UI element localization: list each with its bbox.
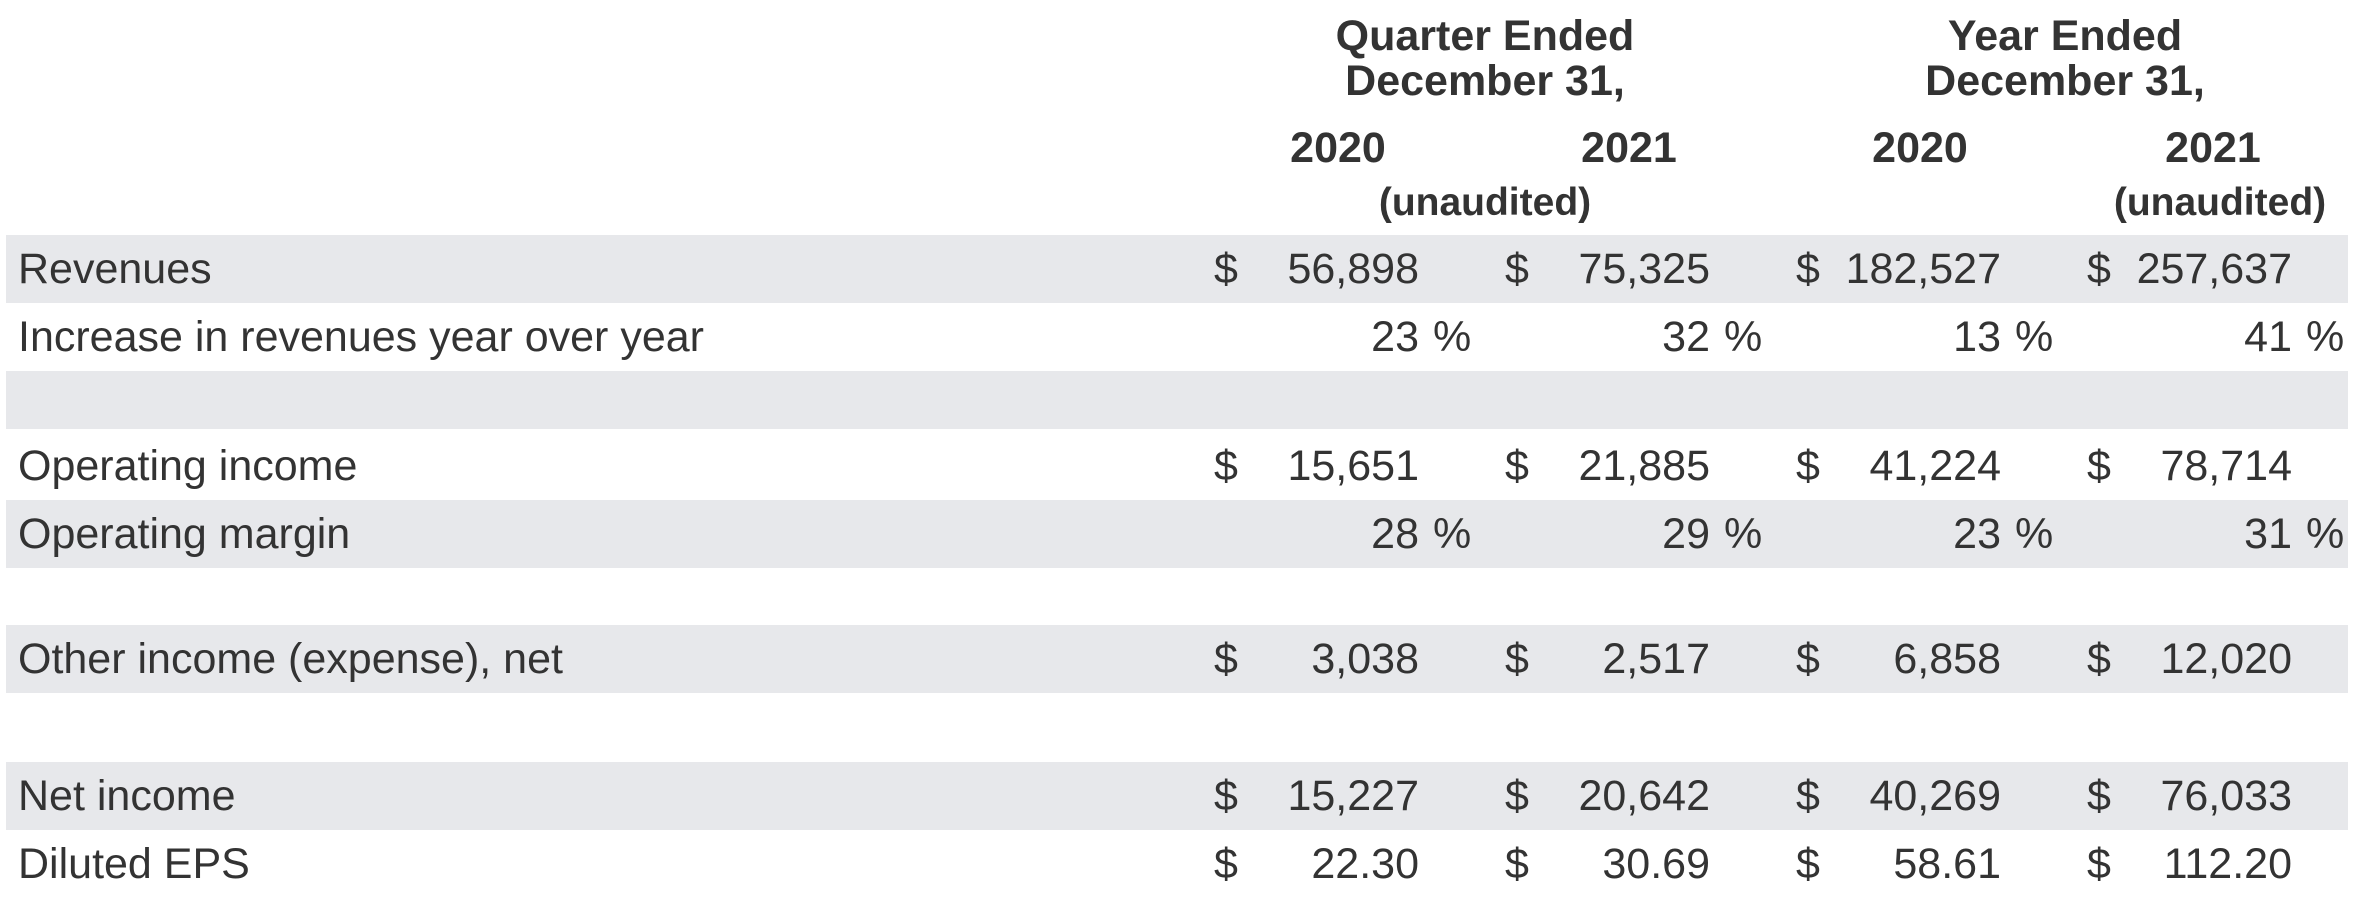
currency-symbol: $ — [1505, 840, 1529, 888]
value-q-2020: 15,227 — [1287, 772, 1419, 820]
value-q-2021: 30.69 — [1602, 840, 1710, 888]
value-y-2020: 41,224 — [1869, 442, 2001, 490]
value-y-2021: 41 — [2244, 313, 2292, 361]
table-row-other-income: Other income (expense), net $ 3,038 $ 2,… — [6, 625, 2348, 693]
value-y-2021: 31 — [2244, 510, 2292, 558]
year-ended-line2: December 31, — [1925, 57, 2205, 105]
percent-symbol: % — [2015, 313, 2054, 361]
value-y-2020: 58.61 — [1893, 840, 2001, 888]
currency-symbol: $ — [1796, 635, 1820, 683]
table-row-operating-margin: Operating margin 28 % 29 % 23 % 31 % — [6, 500, 2348, 568]
percent-symbol: % — [2015, 510, 2054, 558]
row-label: Diluted EPS — [18, 840, 250, 888]
currency-symbol: $ — [1214, 840, 1238, 888]
column-header-y-2021: 2021 — [2165, 124, 2261, 172]
table-row-revenue-growth: Increase in revenues year over year 23 %… — [6, 303, 2348, 371]
value-y-2020: 6,858 — [1893, 635, 2001, 683]
table-row-revenues: Revenues $ 56,898 $ 75,325 $ 182,527 $ 2… — [6, 235, 2348, 303]
currency-symbol: $ — [1214, 245, 1238, 293]
value-q-2020: 15,651 — [1287, 442, 1419, 490]
table-row-spacer — [6, 371, 2348, 429]
unaudited-quarter-label: (unaudited) — [1378, 181, 1592, 224]
value-y-2020: 182,527 — [1845, 245, 2001, 293]
currency-symbol: $ — [1505, 772, 1529, 820]
column-header-q-2021: 2021 — [1581, 124, 1677, 172]
value-y-2020: 23 — [1953, 510, 2001, 558]
column-header-q-2020: 2020 — [1290, 124, 1386, 172]
row-label: Revenues — [18, 245, 212, 293]
value-q-2020: 22.30 — [1311, 840, 1419, 888]
currency-symbol: $ — [1214, 442, 1238, 490]
currency-symbol: $ — [2087, 772, 2111, 820]
column-header-y-2020: 2020 — [1872, 124, 1968, 172]
value-q-2021: 32 — [1662, 313, 1710, 361]
value-q-2020: 23 — [1371, 313, 1419, 361]
currency-symbol: $ — [2087, 245, 2111, 293]
value-q-2020: 56,898 — [1287, 245, 1419, 293]
currency-symbol: $ — [2087, 635, 2111, 683]
quarter-ended-header: Quarter Ended December 31, — [1305, 14, 1665, 104]
quarter-ended-line2: December 31, — [1345, 57, 1625, 105]
percent-symbol: % — [1724, 510, 1763, 558]
value-q-2021: 2,517 — [1602, 635, 1710, 683]
row-label: Operating income — [18, 442, 358, 490]
currency-symbol: $ — [1505, 442, 1529, 490]
year-ended-line1: Year Ended — [1947, 12, 2183, 60]
row-label: Other income (expense), net — [18, 635, 563, 683]
percent-symbol: % — [2306, 510, 2345, 558]
value-y-2020: 13 — [1953, 313, 2001, 361]
currency-symbol: $ — [2087, 840, 2111, 888]
value-y-2020: 40,269 — [1869, 772, 2001, 820]
year-ended-header: Year Ended December 31, — [1885, 14, 2245, 104]
currency-symbol: $ — [1214, 635, 1238, 683]
currency-symbol: $ — [1505, 245, 1529, 293]
value-y-2021: 112.20 — [2163, 840, 2292, 888]
percent-symbol: % — [1724, 313, 1763, 361]
unaudited-year-label: (unaudited) — [2113, 181, 2327, 224]
value-y-2021: 76,033 — [2160, 772, 2292, 820]
value-y-2021: 12,020 — [2160, 635, 2292, 683]
currency-symbol: $ — [1796, 245, 1820, 293]
percent-symbol: % — [2306, 313, 2345, 361]
value-q-2021: 29 — [1662, 510, 1710, 558]
currency-symbol: $ — [1214, 772, 1238, 820]
value-q-2021: 21,885 — [1578, 442, 1710, 490]
currency-symbol: $ — [1796, 772, 1820, 820]
value-q-2020: 28 — [1371, 510, 1419, 558]
value-q-2021: 20,642 — [1578, 772, 1710, 820]
row-label: Operating margin — [18, 510, 351, 558]
table-row-diluted-eps: Diluted EPS $ 22.30 $ 30.69 $ 58.61 $ 11… — [6, 830, 2348, 898]
table-row-net-income: Net income $ 15,227 $ 20,642 $ 40,269 $ … — [6, 762, 2348, 830]
percent-symbol: % — [1433, 510, 1472, 558]
currency-symbol: $ — [1505, 635, 1529, 683]
currency-symbol: $ — [2087, 442, 2111, 490]
row-label: Net income — [18, 772, 236, 820]
value-y-2021: 257,637 — [2136, 245, 2292, 293]
currency-symbol: $ — [1796, 840, 1820, 888]
value-q-2021: 75,325 — [1578, 245, 1710, 293]
quarter-ended-line1: Quarter Ended — [1335, 12, 1635, 60]
value-q-2020: 3,038 — [1311, 635, 1419, 683]
row-label: Increase in revenues year over year — [18, 313, 704, 361]
value-y-2021: 78,714 — [2160, 442, 2292, 490]
table-row-operating-income: Operating income $ 15,651 $ 21,885 $ 41,… — [6, 432, 2348, 500]
currency-symbol: $ — [1796, 442, 1820, 490]
percent-symbol: % — [1433, 313, 1472, 361]
